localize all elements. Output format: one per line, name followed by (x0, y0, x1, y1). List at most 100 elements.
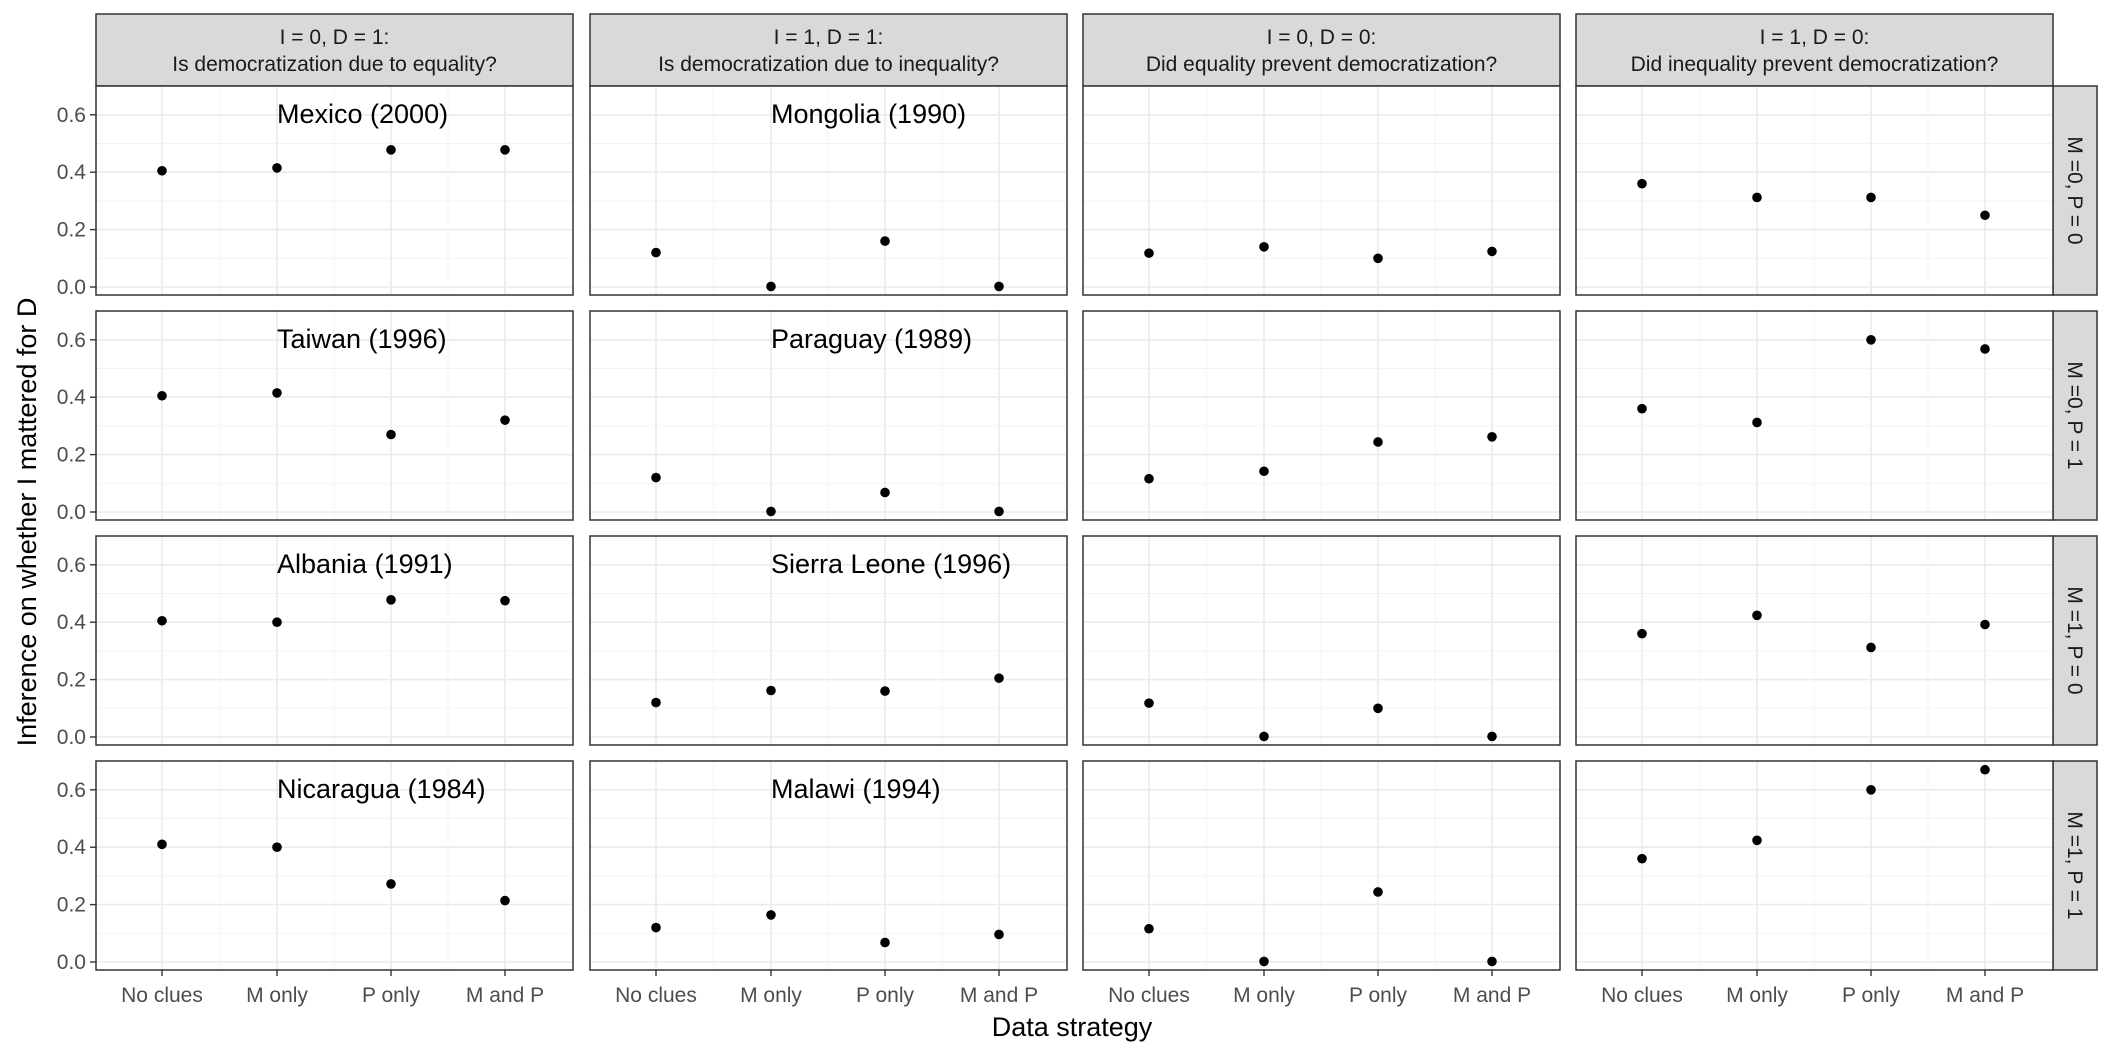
row-strip-label: M =0, P = 1 (2063, 361, 2086, 469)
data-point (880, 686, 890, 696)
data-point (1373, 887, 1383, 897)
column-strip-line1: I = 1, D = 0: (1760, 26, 1870, 49)
facet-panel (1575, 310, 2054, 521)
y-tick-label: 0.2 (57, 894, 86, 917)
y-axis-title: Inference on whether I mattered for D (12, 298, 42, 747)
column-strip-background (95, 13, 574, 87)
panel-background (1083, 311, 1560, 520)
data-point (651, 247, 661, 258)
x-tick-label: P only (362, 984, 420, 1007)
x-tick-label: M only (1233, 984, 1295, 1007)
data-point (880, 236, 890, 246)
x-tick-label: M and P (1946, 984, 2024, 1007)
x-tick-label: M and P (1453, 984, 1531, 1007)
case-label: Albania (1991) (277, 549, 453, 579)
facet-panel: Mongolia (1990) (589, 85, 1068, 296)
facet-panel (1082, 760, 1561, 971)
data-point (1637, 178, 1647, 189)
x-axis-title: Data strategy (992, 1012, 1153, 1042)
y-tick-label: 0.4 (57, 611, 87, 634)
data-point (272, 163, 282, 173)
facet-panel (1575, 85, 2054, 296)
column-strip-background (1082, 13, 1561, 87)
facet-panel: Sierra Leone (1996) (589, 535, 1068, 746)
column-strip: I = 1, D = 1: Is democratization due to i… (589, 13, 1068, 87)
x-tick-label: No clues (1108, 984, 1190, 1007)
data-point (1259, 731, 1269, 742)
y-tick-label: 0.0 (57, 726, 86, 749)
data-point (1866, 192, 1876, 203)
data-point (1866, 642, 1876, 653)
data-point (880, 487, 890, 498)
data-point (1144, 923, 1154, 934)
panel-border (95, 535, 574, 746)
data-point (1487, 432, 1497, 442)
panel-border (589, 310, 1068, 521)
panel-border (1575, 760, 2054, 971)
data-point (1487, 731, 1497, 742)
column-strip-line2: Did inequality prevent democratization? (1631, 53, 1999, 76)
data-point (157, 615, 167, 626)
data-point (994, 506, 1004, 517)
y-tick-label: 0.0 (57, 501, 86, 524)
panel-border (95, 85, 574, 296)
column-strip: I = 1, D = 0: Did inequality prevent demo… (1575, 13, 2054, 87)
panel-border (1082, 85, 1561, 296)
panel-background (1083, 86, 1560, 295)
data-point (386, 145, 396, 155)
data-point (1259, 242, 1269, 252)
row-strip-background (2052, 535, 2098, 746)
column-strip-line2: Is democratization due to equality? (172, 53, 497, 76)
facet-panel (1082, 535, 1561, 746)
panel-border (589, 760, 1068, 971)
row-strip-label: M =0, P = 0 (2063, 136, 2086, 244)
x-tick-label: P only (856, 984, 914, 1007)
column-strip: I = 0, D = 0: Did equality prevent democr… (1082, 13, 1561, 87)
data-point (157, 839, 167, 850)
y-tick-label: 0.0 (57, 951, 86, 974)
x-tick-label: M only (1726, 984, 1788, 1007)
panel-border (1082, 535, 1561, 746)
case-label: Malawi (1994) (771, 774, 941, 804)
column-strip-line1: I = 0, D = 0: (1267, 26, 1377, 49)
data-point (1637, 403, 1647, 414)
y-tick-label: 0.6 (57, 104, 86, 127)
y-tick-label: 0.6 (57, 329, 86, 352)
data-point (1866, 335, 1876, 345)
panel-border (1575, 85, 2054, 296)
data-point (1487, 956, 1497, 967)
facet-panel: Mexico (2000) (95, 85, 574, 296)
data-point (500, 595, 510, 606)
row-strip: M =1, P = 1 (2052, 760, 2098, 971)
facet-panel: Malawi (1994) (589, 760, 1068, 971)
data-point (1259, 466, 1269, 477)
case-label: Nicaragua (1984) (277, 774, 486, 804)
column-strip-line2: Is democratization due to inequality? (658, 53, 999, 76)
panel-background (1083, 536, 1560, 745)
facet-panel: Albania (1991) (95, 535, 574, 746)
facet-panel (1575, 760, 2054, 971)
facet-panel: Paraguay (1989) (589, 310, 1068, 521)
data-point (272, 842, 282, 852)
case-label: Mongolia (1990) (771, 99, 966, 129)
facet-panel: Nicaragua (1984) (95, 760, 574, 971)
panel-background (590, 86, 1067, 295)
panel-background (1576, 86, 2053, 295)
data-point (994, 281, 1004, 292)
data-point (1980, 210, 1990, 221)
panel-background (96, 761, 573, 970)
column-strip-background (1575, 13, 2054, 87)
data-point (1980, 619, 1990, 630)
data-point (157, 390, 167, 401)
facet-panel (1082, 310, 1561, 521)
facet-panel (1575, 535, 2054, 746)
data-point (1637, 628, 1647, 639)
data-point (1980, 764, 1990, 775)
case-label: Taiwan (1996) (277, 324, 447, 354)
data-point (1752, 835, 1762, 846)
facet-panel: Taiwan (1996) (95, 310, 574, 521)
panel-background (1576, 311, 2053, 520)
x-tick-label: M and P (466, 984, 544, 1007)
data-point (1144, 248, 1154, 258)
